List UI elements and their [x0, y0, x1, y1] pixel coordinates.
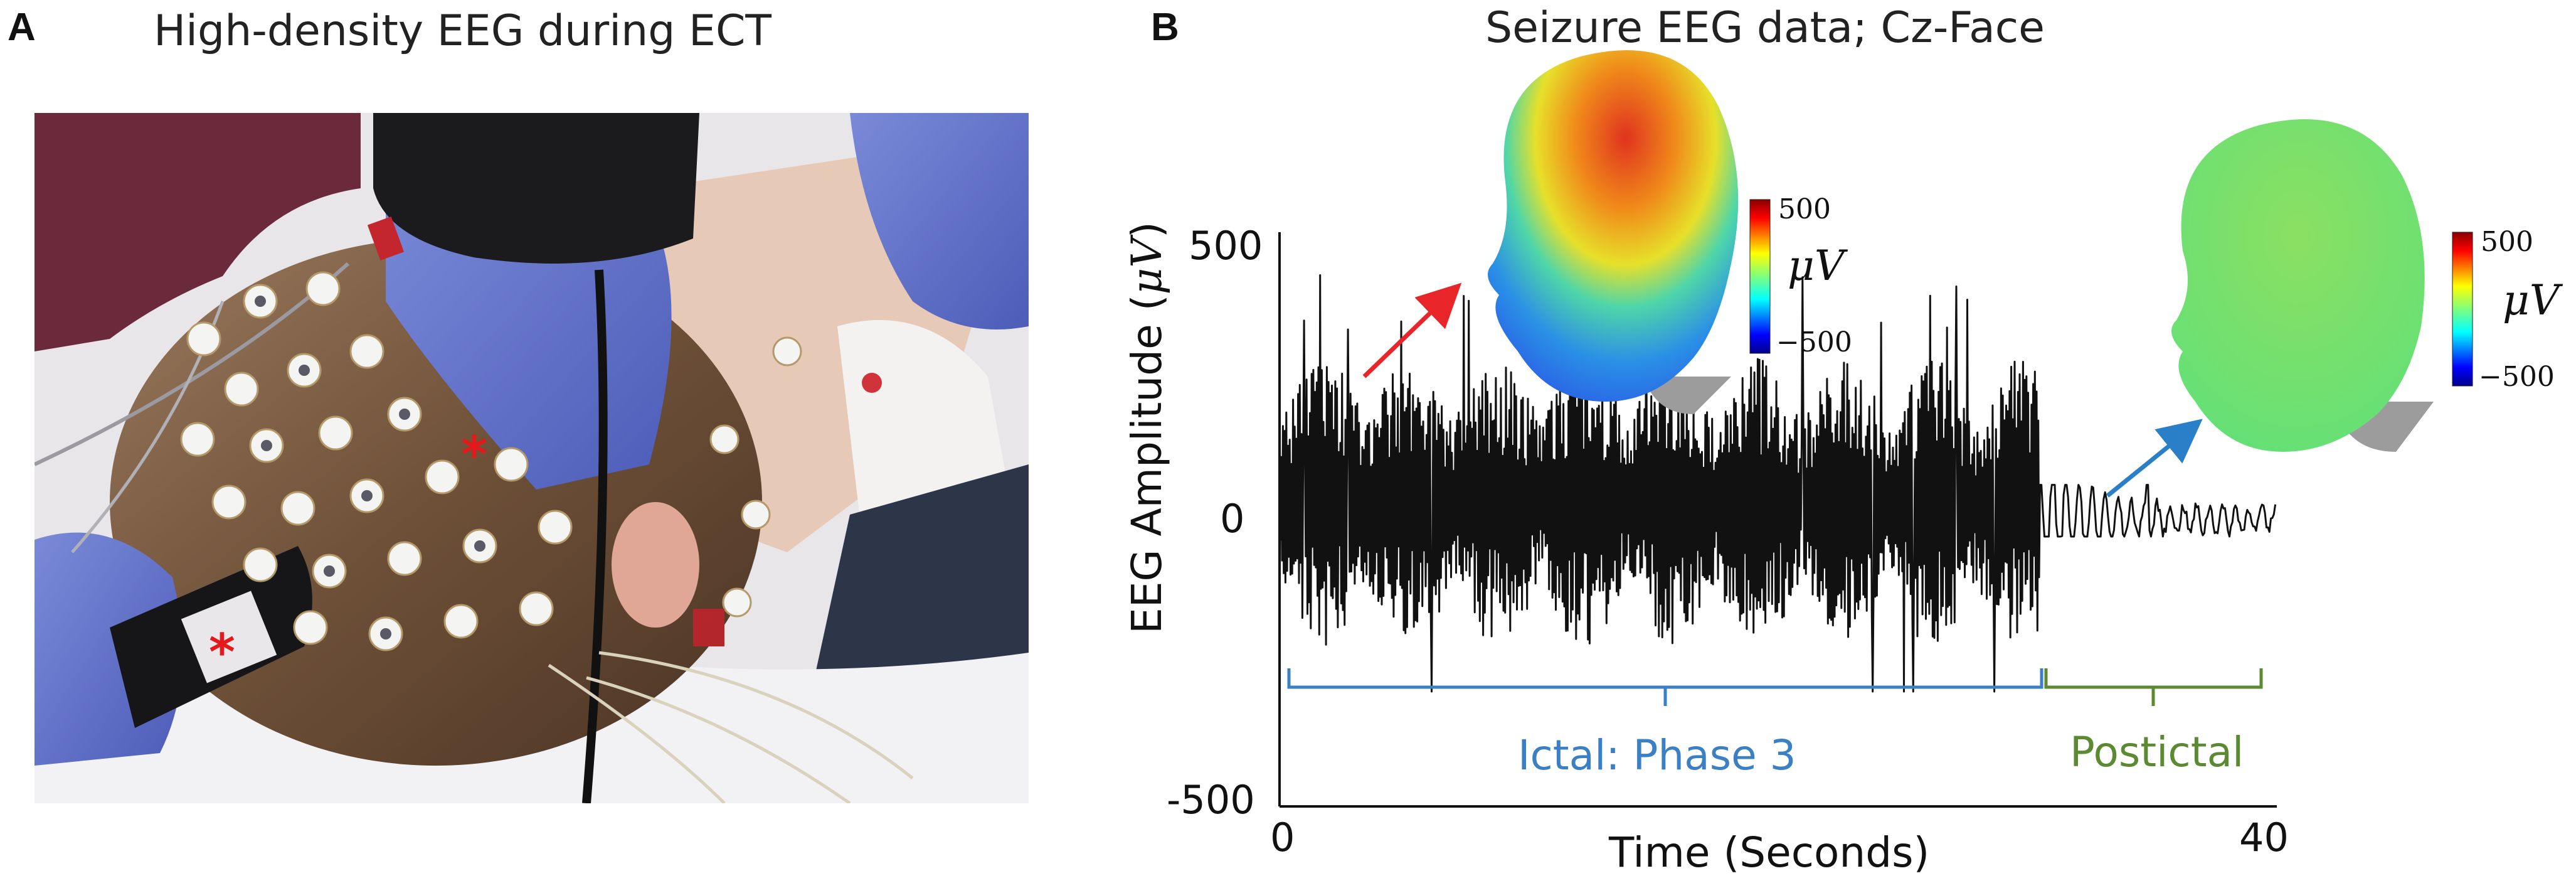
y-tick-500: 500: [1189, 223, 1263, 269]
x-axis-label: Time (Seconds): [1609, 828, 1930, 877]
postictal-arrow: [2106, 419, 2203, 498]
colorbar-right-unit: μV: [2503, 276, 2560, 324]
colorbar-left-min: −500: [1776, 326, 1852, 358]
panel-b-title: Seizure EEG data; Cz-Face: [1485, 3, 2045, 53]
colorbar-right-min: −500: [2479, 361, 2555, 393]
y-tick-0: 0: [1220, 496, 1245, 542]
eeg-trace: [1278, 272, 2277, 693]
colorbar-right-max: 500: [2481, 226, 2533, 258]
panel-b-letter: B: [1151, 6, 1179, 49]
y-tick-neg500: -500: [1167, 777, 1255, 823]
ictal-arrow: [1362, 282, 1462, 378]
ictal-phase-label: Ictal: Phase 3: [1518, 731, 1796, 779]
marker-asterisk-1: *: [461, 425, 487, 484]
postictal-bracket: [2044, 668, 2263, 706]
panel-a-letter: A: [8, 6, 36, 49]
postictal-phase-label: Postictal: [2070, 728, 2244, 776]
colorbar-left: [1749, 199, 1771, 354]
ictal-head-topomap: [1488, 50, 1739, 414]
postictal-head-topomap: [2171, 119, 2434, 452]
colorbar-left-max: 500: [1778, 193, 1831, 225]
ictal-bracket: [1287, 668, 2043, 706]
colorbar-left-unit: μV: [1788, 242, 1845, 290]
x-tick-40: 40: [2239, 815, 2289, 860]
x-tick-0: 0: [1270, 815, 1295, 860]
eeg-photo: [34, 113, 1029, 803]
panel-a-title: High-density EEG during ECT: [154, 6, 771, 56]
colorbar-right: [2452, 232, 2473, 387]
y-axis-label: EEG Amplitude (μV): [1123, 222, 1171, 634]
marker-asterisk-2: *: [209, 623, 235, 682]
